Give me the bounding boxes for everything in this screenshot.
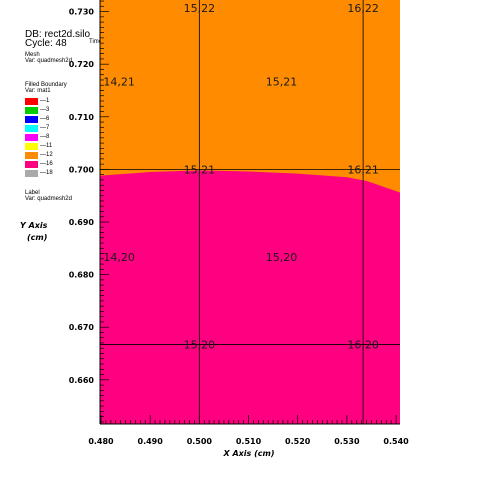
x-tick-label: 0.490 — [138, 437, 164, 446]
y-axis-unit: (cm) — [27, 233, 47, 242]
y-tick-label: 0.670 — [69, 323, 95, 332]
zone-label: 14,20 — [103, 251, 135, 264]
zone-label: 15,22 — [184, 2, 216, 15]
zone-label: 15,21 — [184, 163, 216, 176]
zone-label: 15,21 — [266, 76, 298, 89]
y-tick-label: 0.730 — [69, 8, 95, 17]
y-tick-label: 0.720 — [69, 60, 95, 69]
zone-label: 14,21 — [103, 76, 135, 89]
zone-label: 16,21 — [347, 163, 379, 176]
y-tick-label: 0.680 — [69, 271, 95, 280]
x-tick-label: 0.540 — [383, 437, 409, 446]
zone-label: 15,20 — [184, 339, 216, 352]
x-tick-label: 0.500 — [187, 437, 213, 446]
region-material-16 — [100, 170, 400, 424]
x-tick-label: 0.520 — [285, 437, 311, 446]
x-tick-label: 0.530 — [334, 437, 360, 446]
x-tick-label: 0.480 — [88, 437, 114, 446]
x-tick-label: 0.510 — [236, 437, 262, 446]
zone-label: 16,22 — [347, 2, 379, 15]
y-tick-label: 0.690 — [69, 218, 95, 227]
zone-label: 15,20 — [266, 251, 298, 264]
y-tick-label: 0.710 — [69, 113, 95, 122]
y-axis-title: Y Axis — [20, 221, 48, 230]
y-tick-label: 0.660 — [69, 376, 95, 385]
x-axis-title: X Axis (cm) — [223, 449, 275, 458]
y-tick-label: 0.700 — [69, 165, 95, 174]
zone-label: 16,20 — [347, 339, 379, 352]
